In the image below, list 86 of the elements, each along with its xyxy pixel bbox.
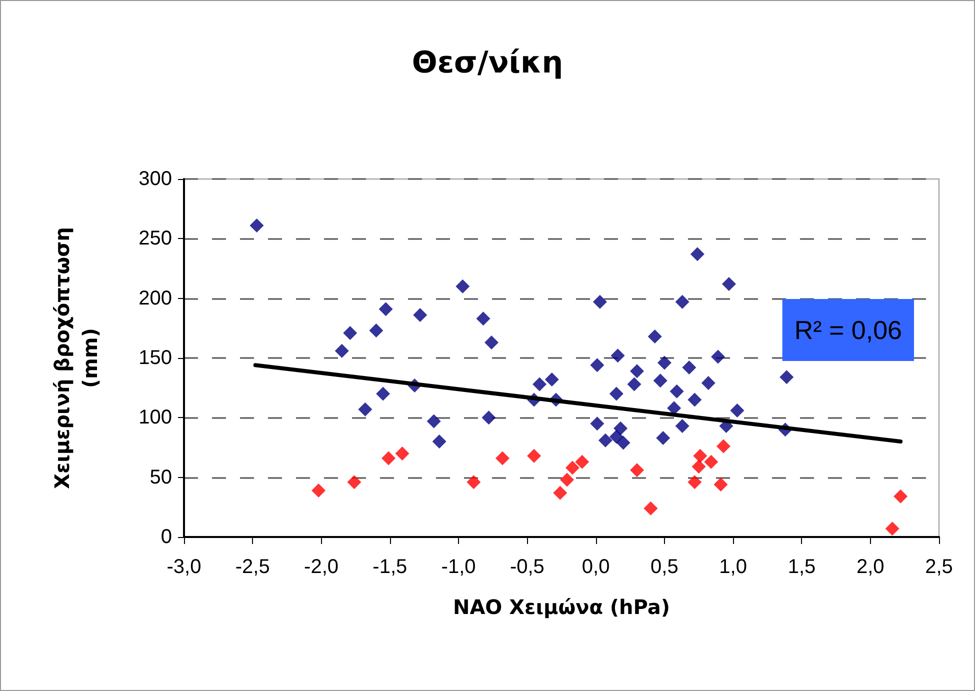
x-tick-label: 1,5	[788, 556, 816, 578]
point	[484, 335, 498, 350]
point	[714, 477, 728, 492]
point	[688, 475, 702, 490]
x-tick-label: 0,5	[650, 556, 678, 578]
y-tick-label: 150	[138, 347, 172, 369]
point	[413, 308, 428, 322]
point	[653, 374, 668, 388]
point	[657, 356, 672, 370]
y-tick-label: 100	[138, 406, 172, 429]
point	[885, 522, 900, 536]
x-tick-label: -1,0	[441, 556, 476, 578]
x-tick-label: 1,0	[719, 556, 747, 578]
y-tick-label: 0	[160, 526, 172, 548]
y-tick-label: 200	[138, 287, 172, 310]
point	[609, 430, 624, 444]
point	[466, 475, 481, 490]
point	[670, 384, 684, 398]
point	[426, 414, 441, 428]
point	[590, 358, 604, 372]
x-tick-label: -1,5	[372, 556, 408, 578]
point	[312, 483, 326, 498]
point	[376, 386, 390, 401]
x-tick-label: -0,5	[510, 556, 544, 578]
point	[675, 419, 690, 434]
point	[395, 446, 410, 460]
x-tick-label: -2,5	[235, 556, 270, 578]
point	[553, 486, 568, 500]
annotation: R² = 0,06	[794, 315, 902, 345]
point	[610, 348, 625, 363]
x-tick-label: 0,0	[582, 556, 610, 578]
y-axis-title: Χειμερινή βροχόπτωση (mm)	[50, 227, 102, 489]
point	[701, 376, 716, 390]
point	[710, 350, 725, 364]
point	[627, 377, 642, 392]
point	[690, 247, 704, 262]
point	[592, 294, 607, 309]
point	[656, 430, 670, 445]
point	[730, 404, 744, 418]
point	[560, 472, 574, 487]
point	[347, 475, 362, 490]
chart-title: Θεσ/νίκη	[412, 46, 564, 80]
point	[614, 421, 628, 436]
point	[609, 386, 624, 401]
point	[544, 372, 559, 386]
point	[575, 454, 590, 469]
point	[780, 370, 794, 384]
point	[590, 416, 604, 431]
point	[894, 489, 908, 504]
point	[250, 218, 264, 233]
x-tick-label: 2,0	[856, 556, 884, 578]
point	[704, 454, 718, 469]
point	[565, 460, 580, 475]
point	[598, 433, 612, 448]
x-axis-title: NAO Χειμώνα (hPa)	[452, 595, 670, 619]
point	[644, 501, 658, 516]
point	[722, 277, 736, 292]
point	[456, 279, 470, 294]
point	[692, 460, 706, 474]
y-tick-label: 250	[138, 228, 172, 250]
point	[616, 436, 630, 450]
point	[495, 451, 510, 466]
y-tick-label: 50	[150, 466, 172, 488]
x-tick-label: -2,0	[304, 556, 339, 578]
point	[358, 402, 372, 416]
point	[378, 302, 393, 316]
point	[432, 434, 446, 449]
point	[532, 377, 547, 392]
point	[682, 360, 696, 375]
point	[630, 463, 644, 478]
point	[693, 448, 708, 463]
point	[675, 294, 690, 309]
point	[343, 326, 358, 340]
point	[688, 392, 702, 407]
point	[369, 324, 384, 338]
point	[716, 439, 730, 454]
point	[648, 330, 662, 344]
point	[527, 448, 542, 463]
x-tick-label: 2,5	[925, 556, 953, 578]
y-tick-label: 300	[138, 168, 172, 190]
point	[476, 312, 490, 326]
x-tick-label: -3,0	[166, 556, 202, 578]
point	[630, 364, 644, 378]
point	[482, 410, 496, 425]
point	[382, 451, 396, 466]
point	[334, 344, 349, 358]
